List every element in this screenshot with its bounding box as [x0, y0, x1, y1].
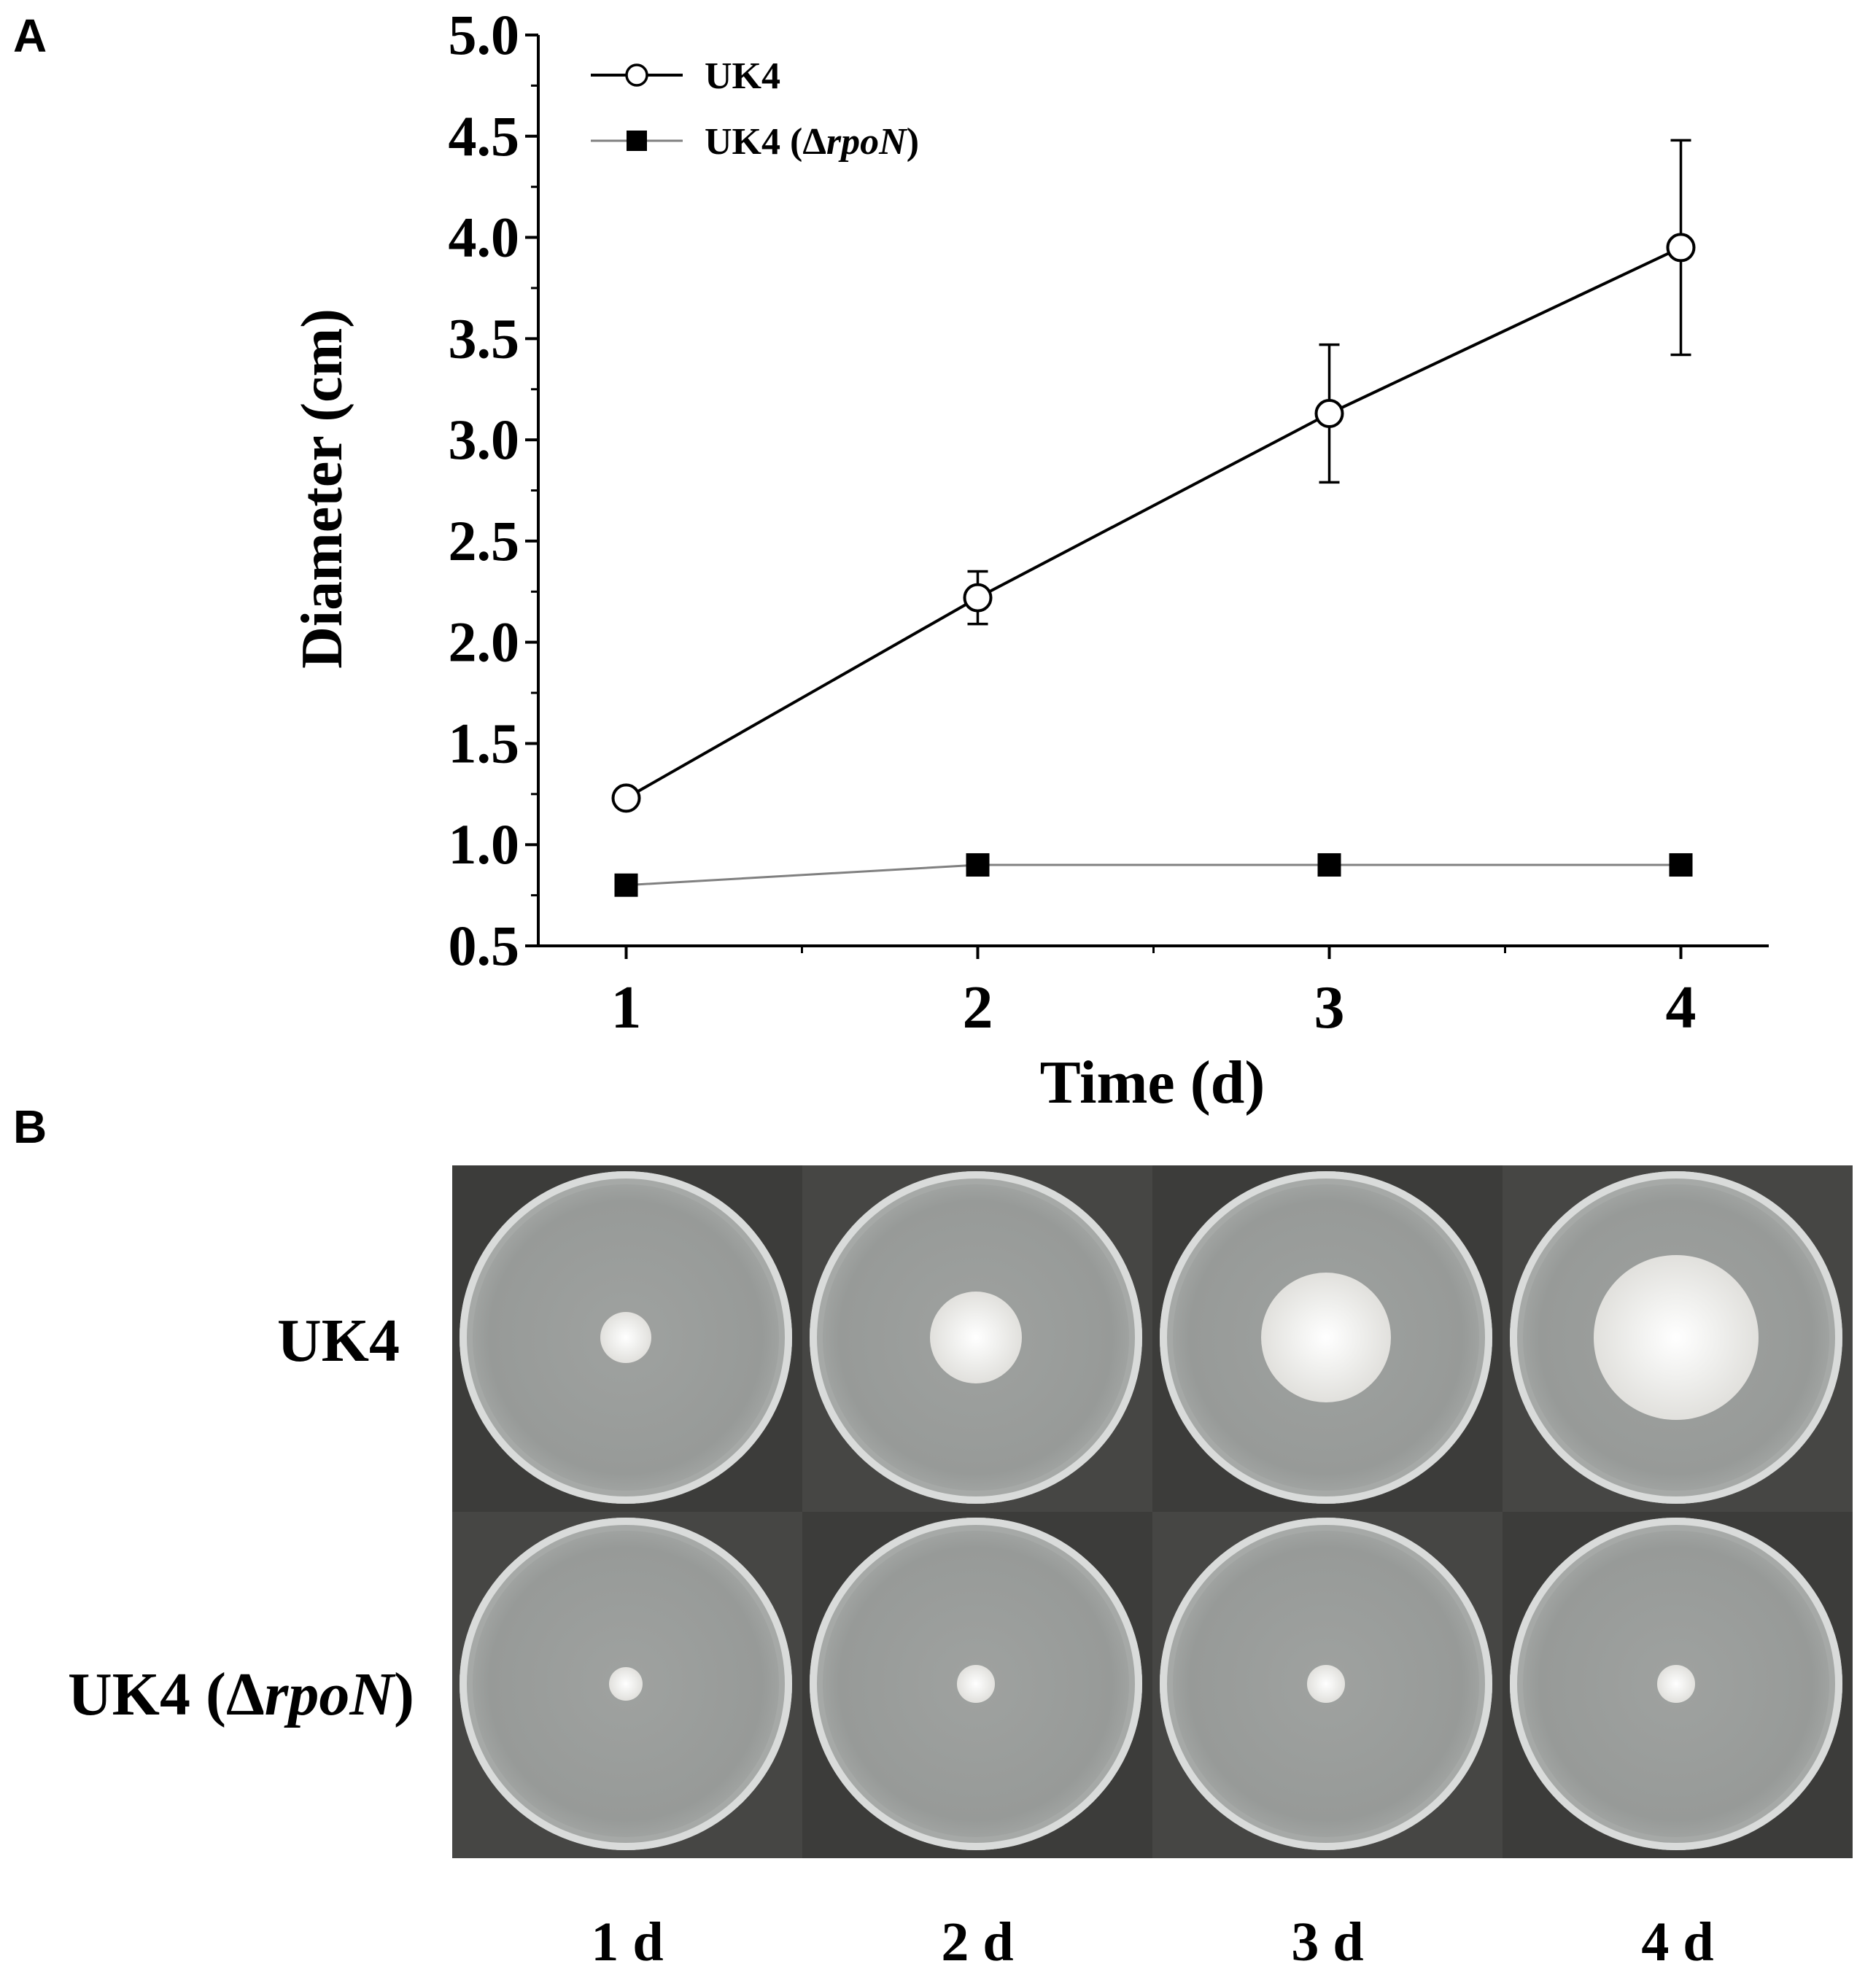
petri-dish-photo-grid: [452, 1165, 1853, 1858]
data-point-uk4: [1314, 399, 1344, 429]
data-point-uk4: [963, 583, 993, 613]
day-label-3: 3 d: [1291, 1911, 1364, 1973]
chart-legend: UK4 UK4 (ΔrpoN): [591, 55, 919, 163]
petri-dish: [1160, 1171, 1492, 1504]
panel-a-letter: A: [13, 9, 47, 62]
colony: [1594, 1255, 1759, 1420]
petri-dish: [810, 1518, 1142, 1850]
x-tick-label: 2: [963, 974, 993, 1041]
series-line-rpon: [626, 863, 1681, 887]
petri-dish: [460, 1518, 792, 1850]
row-label-rpon-suffix: ): [394, 1661, 414, 1728]
petri-dish: [460, 1171, 792, 1504]
plate-tile: [1503, 1512, 1853, 1858]
legend-rpon-marker: [627, 131, 647, 151]
y-tick-label: 4.5: [449, 104, 520, 168]
plate-row-label-uk4: UK4: [277, 1305, 400, 1376]
y-tick-label: 2.5: [449, 509, 520, 572]
y-tick-label: 3.0: [449, 408, 520, 471]
legend-rpon-prefix: UK4 (Δ: [705, 121, 826, 163]
legend-rpon-suffix: ): [907, 121, 919, 163]
legend-rpon-label: UK4 (ΔrpoN): [705, 121, 919, 163]
colony: [600, 1311, 652, 1364]
plate-row-label-rpon: UK4 (ΔrpoN): [68, 1659, 414, 1730]
line-chart: 0.5 1.0 1.5 2.0 2.5 3.0 3.5 4.0 4.5 5.0 1 2 3 4 UK4 U…: [290, 3, 1769, 1117]
data-point-rpon: [1317, 853, 1341, 877]
y-tick-label: 2.0: [449, 610, 520, 674]
colony: [929, 1291, 1023, 1384]
day-label-4: 4 d: [1641, 1911, 1714, 1973]
petri-dish: [1510, 1518, 1842, 1850]
legend-uk4-label: UK4: [705, 55, 780, 97]
y-tick-label: 1.5: [449, 711, 520, 774]
day-label-1: 1 d: [591, 1911, 664, 1973]
petri-dish: [1160, 1518, 1492, 1850]
x-tick-label: 4: [1666, 974, 1697, 1041]
x-tick-label: 1: [611, 974, 642, 1041]
y-tick-label: 4.0: [449, 206, 520, 269]
series-line-uk4: [625, 246, 1682, 800]
legend-rpon-italic: rpoN: [826, 121, 908, 163]
panel-b-letter: B: [13, 1100, 47, 1153]
data-point-rpon: [966, 853, 990, 877]
y-tick-label: 1.0: [449, 812, 520, 876]
plate-tile: [452, 1165, 802, 1512]
colony: [1307, 1665, 1345, 1703]
data-point-uk4: [611, 783, 641, 813]
row-label-uk4-prefix: UK4: [277, 1307, 400, 1375]
plate-tile: [452, 1512, 802, 1858]
petri-dish: [1510, 1171, 1842, 1504]
chart-axes: 0.5 1.0 1.5 2.0 2.5 3.0 3.5 4.0 4.5 5.0 1 2 3 4: [449, 3, 1769, 1041]
data-point-uk4: [1666, 233, 1696, 263]
legend-uk4-marker: [625, 63, 648, 87]
y-tick-label: 0.5: [449, 914, 520, 977]
x-axis-label: Time (d): [1040, 1049, 1265, 1117]
row-label-rpon-italic: rpoN: [264, 1661, 395, 1728]
day-label-2: 2 d: [941, 1911, 1014, 1973]
x-tick-label: 3: [1314, 974, 1345, 1041]
plate-tile: [1503, 1165, 1853, 1512]
y-tick-label: 5.0: [449, 3, 520, 66]
y-axis-label: Diameter (cm): [290, 308, 354, 669]
plate-tile: [1152, 1165, 1503, 1512]
colony: [1657, 1665, 1695, 1703]
row-label-rpon-prefix: UK4 (Δ: [68, 1661, 265, 1728]
data-point-rpon: [614, 873, 638, 897]
plate-tile: [1152, 1512, 1503, 1858]
plate-tile: [802, 1165, 1152, 1512]
petri-dish: [810, 1171, 1142, 1504]
data-point-rpon: [1669, 853, 1693, 877]
chart-series: [611, 139, 1696, 897]
y-tick-label: 3.5: [449, 306, 520, 370]
colony: [1260, 1272, 1392, 1403]
colony: [609, 1667, 643, 1701]
plate-tile: [802, 1512, 1152, 1858]
colony: [957, 1665, 995, 1703]
